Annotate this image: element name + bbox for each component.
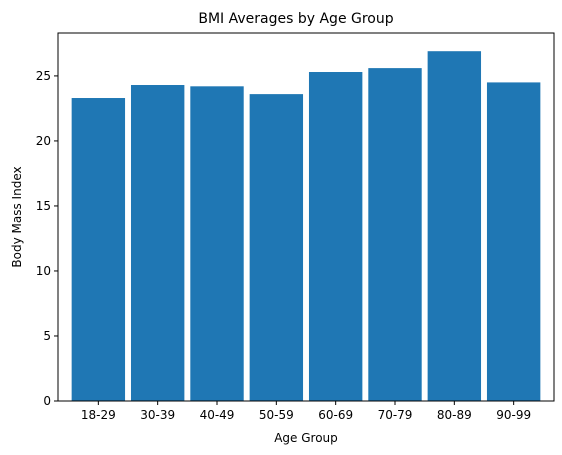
- x-tick-label-60-69: 60-69: [318, 408, 353, 422]
- y-tick-label-15: 15: [36, 199, 51, 213]
- chart-title: BMI Averages by Age Group: [198, 11, 393, 27]
- bar-40-49: [190, 86, 244, 401]
- x-tick-label-30-39: 30-39: [140, 408, 175, 422]
- x-tick-label-18-29: 18-29: [81, 408, 116, 422]
- y-tick-label-10: 10: [36, 264, 51, 278]
- x-tick-label-50-59: 50-59: [259, 408, 294, 422]
- y-tick-label-25: 25: [36, 69, 51, 83]
- x-tick-label-40-49: 40-49: [200, 408, 235, 422]
- bar-18-29: [71, 98, 126, 402]
- x-tick-label-70-79: 70-79: [378, 408, 413, 422]
- y-axis-label: Body Mass Index: [10, 166, 24, 267]
- x-tick-label-80-89: 80-89: [437, 408, 472, 422]
- plot-frame: [57, 32, 555, 402]
- y-tick-label-20: 20: [36, 134, 51, 148]
- x-tick-label-90-99: 90-99: [496, 408, 531, 422]
- bar-50-59: [249, 94, 304, 402]
- x-axis-label: Age Group: [274, 431, 338, 445]
- ticks-layer: 18-29 30-39 40-49 50-59 60-69 70-79 80-89 90-99…: [36, 69, 531, 422]
- bar-30-39: [130, 85, 185, 401]
- bars-layer: [71, 51, 541, 402]
- y-tick-label-0: 0: [43, 394, 51, 408]
- bar-90-99: [486, 82, 541, 401]
- bar-60-69: [308, 72, 363, 401]
- bar-70-79: [368, 68, 422, 402]
- bar-80-89: [427, 51, 482, 401]
- y-tick-label-5: 5: [43, 329, 51, 343]
